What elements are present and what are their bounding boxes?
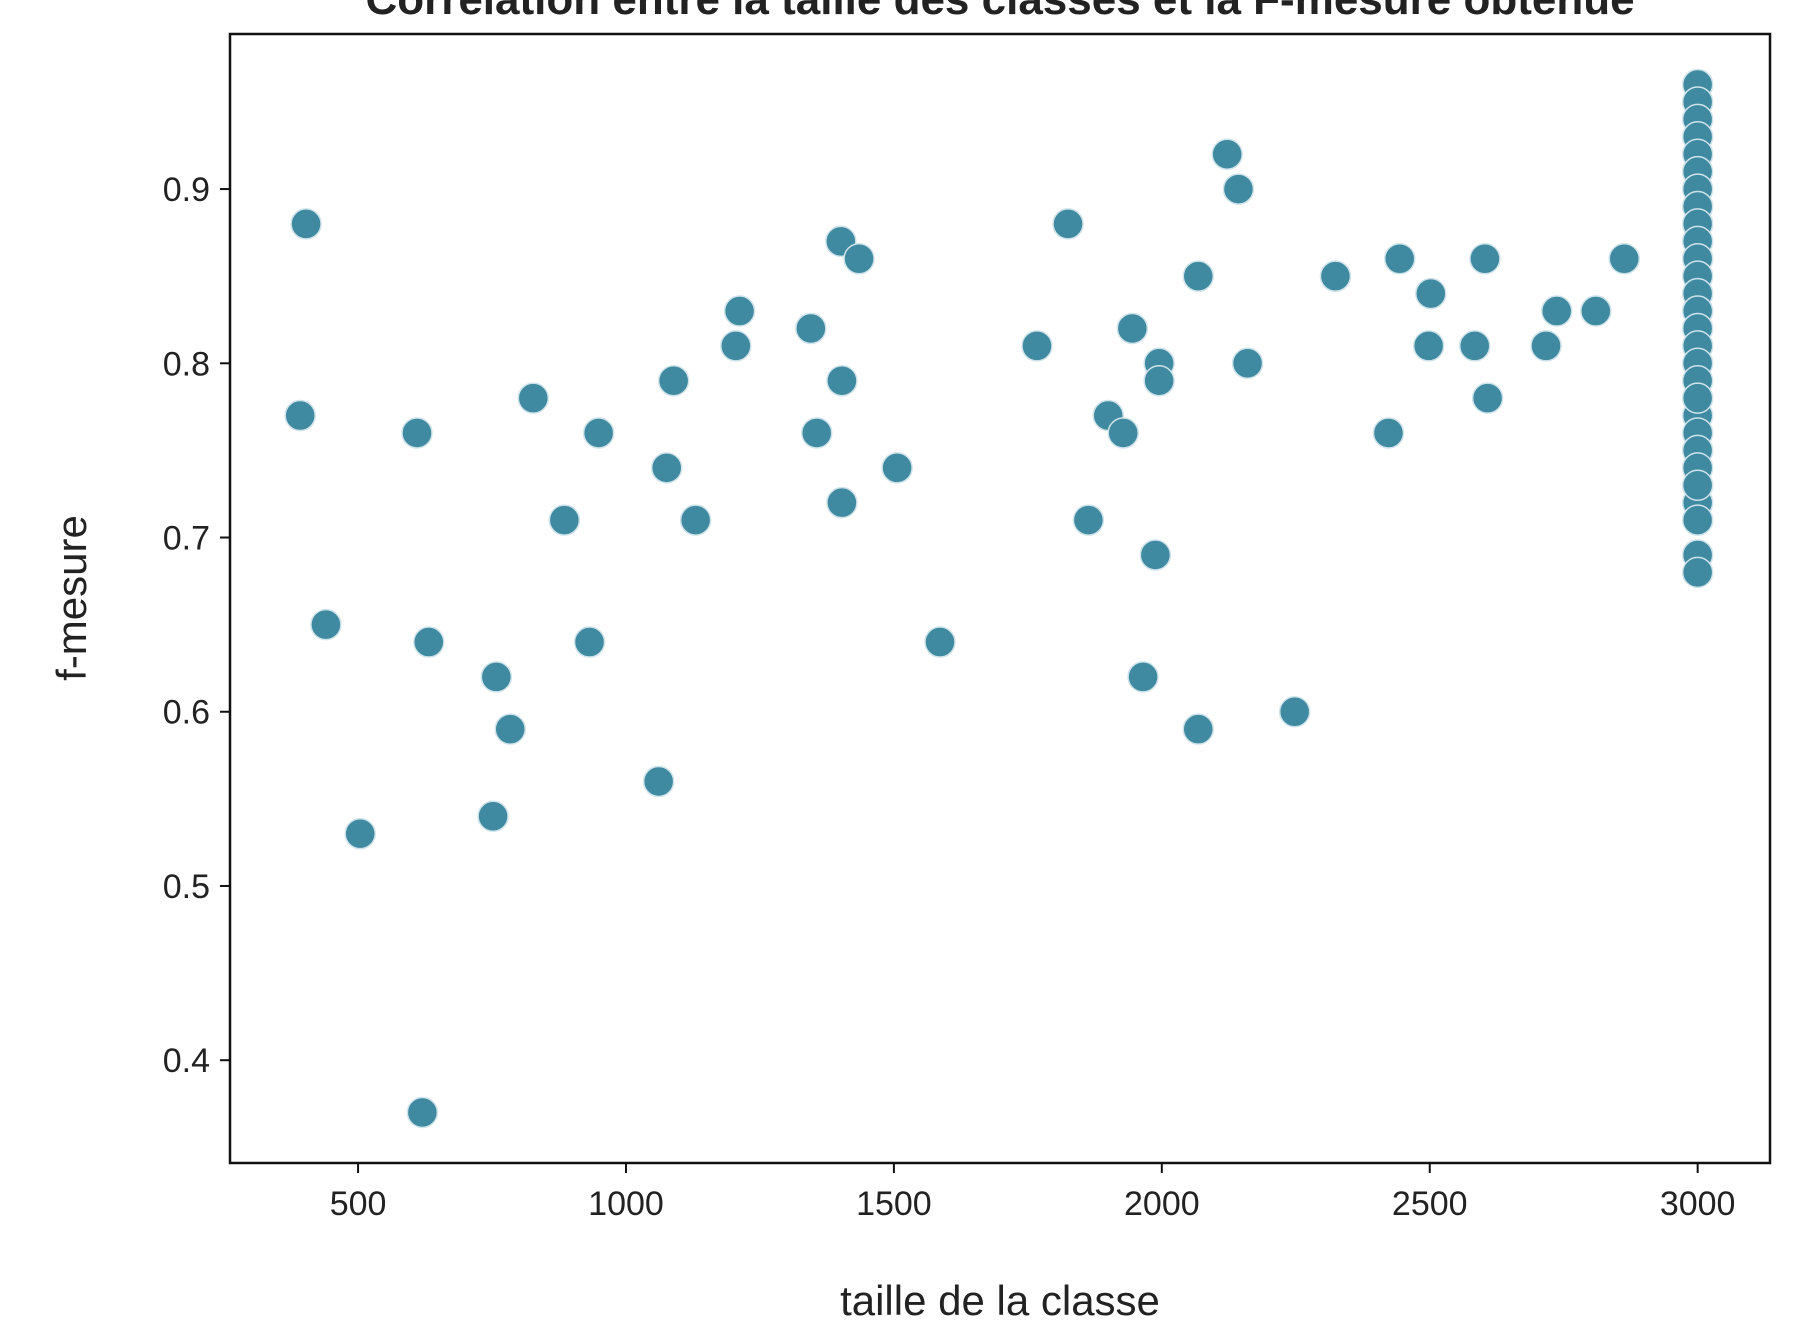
point — [1222, 173, 1255, 205]
point — [800, 417, 833, 449]
point — [494, 713, 526, 745]
point — [720, 330, 752, 362]
point — [1608, 243, 1641, 275]
point — [1116, 312, 1149, 345]
chart-title: Corrélation entre la taille des classes … — [365, 0, 1634, 24]
point — [1540, 295, 1573, 327]
point — [881, 452, 913, 484]
y-tick-label: 0.6 — [163, 694, 210, 732]
point — [1412, 330, 1445, 362]
point — [413, 626, 445, 658]
point — [1278, 695, 1311, 728]
point — [1471, 382, 1504, 414]
point — [650, 452, 683, 484]
x-axis-label: taille de la classe — [840, 1277, 1160, 1324]
point — [1530, 330, 1562, 362]
x-tick-label: 1000 — [588, 1185, 664, 1223]
point — [1383, 243, 1416, 275]
x-tick-label: 2500 — [1392, 1185, 1468, 1223]
point — [795, 312, 827, 345]
point — [310, 608, 342, 641]
x-tick-label: 500 — [330, 1185, 387, 1223]
point — [284, 399, 316, 432]
point — [1107, 417, 1139, 449]
point — [1319, 260, 1352, 292]
point — [1681, 556, 1714, 589]
y-tick-label: 0.7 — [163, 520, 210, 558]
point — [1415, 277, 1447, 310]
point — [401, 417, 433, 449]
point — [1021, 330, 1053, 362]
y-axis-label: f-mesure — [48, 515, 95, 681]
point — [517, 382, 550, 414]
point — [1681, 469, 1714, 502]
point — [1127, 661, 1159, 693]
point — [1072, 504, 1105, 536]
point — [1580, 295, 1612, 327]
x-tick-label: 1500 — [856, 1185, 932, 1223]
point — [723, 295, 756, 327]
y-tick-label: 0.5 — [163, 868, 210, 906]
point — [1139, 539, 1172, 571]
point — [657, 364, 690, 397]
point — [843, 243, 875, 275]
y-tick-label: 0.9 — [163, 171, 210, 209]
point — [1681, 504, 1714, 536]
point — [344, 817, 376, 850]
point — [1372, 417, 1405, 449]
point — [1681, 382, 1714, 414]
point — [582, 417, 615, 449]
plot-frame — [228, 32, 1772, 1165]
point — [1143, 364, 1175, 397]
point — [1052, 208, 1084, 240]
point — [1469, 243, 1501, 275]
point — [1459, 330, 1491, 362]
point — [1211, 138, 1243, 170]
x-tick-label: 2000 — [1124, 1185, 1200, 1223]
x-tick-label: 3000 — [1660, 1185, 1736, 1223]
point — [1231, 347, 1264, 380]
point — [573, 626, 606, 658]
point — [477, 800, 509, 833]
point — [480, 661, 513, 693]
y-tick-label: 0.4 — [163, 1042, 210, 1080]
point — [406, 1096, 439, 1129]
point — [924, 626, 956, 658]
point — [679, 504, 712, 536]
point — [1182, 713, 1215, 745]
point — [290, 208, 322, 240]
point — [642, 765, 675, 798]
point — [548, 504, 581, 536]
point — [826, 364, 858, 397]
point — [826, 486, 858, 519]
y-tick-label: 0.8 — [163, 345, 210, 383]
point — [1182, 260, 1215, 292]
